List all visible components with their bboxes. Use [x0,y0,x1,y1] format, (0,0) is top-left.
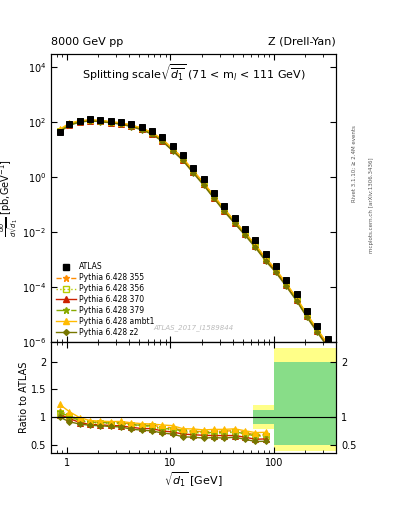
Y-axis label: $\frac{d\sigma}{d\sqrt{d_1}}$ [pb,GeV$^{-1}$]: $\frac{d\sigma}{d\sqrt{d_1}}$ [pb,GeV$^{… [0,159,21,237]
X-axis label: $\sqrt{d_1}$ [GeV]: $\sqrt{d_1}$ [GeV] [164,471,223,489]
Text: Splitting scale$\sqrt{\overline{d_1}}$ (71 < m$_l$ < 111 GeV): Splitting scale$\sqrt{\overline{d_1}}$ (… [82,62,305,83]
Text: Z (Drell-Yan): Z (Drell-Yan) [268,36,336,47]
Text: Rivet 3.1.10; ≥ 2.4M events: Rivet 3.1.10; ≥ 2.4M events [352,125,357,202]
Text: mcplots.cern.ch [arXiv:1306.3436]: mcplots.cern.ch [arXiv:1306.3436] [369,157,375,252]
Text: ATLAS_2017_I1589844: ATLAS_2017_I1589844 [153,324,234,331]
Y-axis label: Ratio to ATLAS: Ratio to ATLAS [20,362,29,433]
Text: 8000 GeV pp: 8000 GeV pp [51,36,123,47]
Legend: ATLAS, Pythia 6.428 355, Pythia 6.428 356, Pythia 6.428 370, Pythia 6.428 379, P: ATLAS, Pythia 6.428 355, Pythia 6.428 35… [55,261,156,338]
